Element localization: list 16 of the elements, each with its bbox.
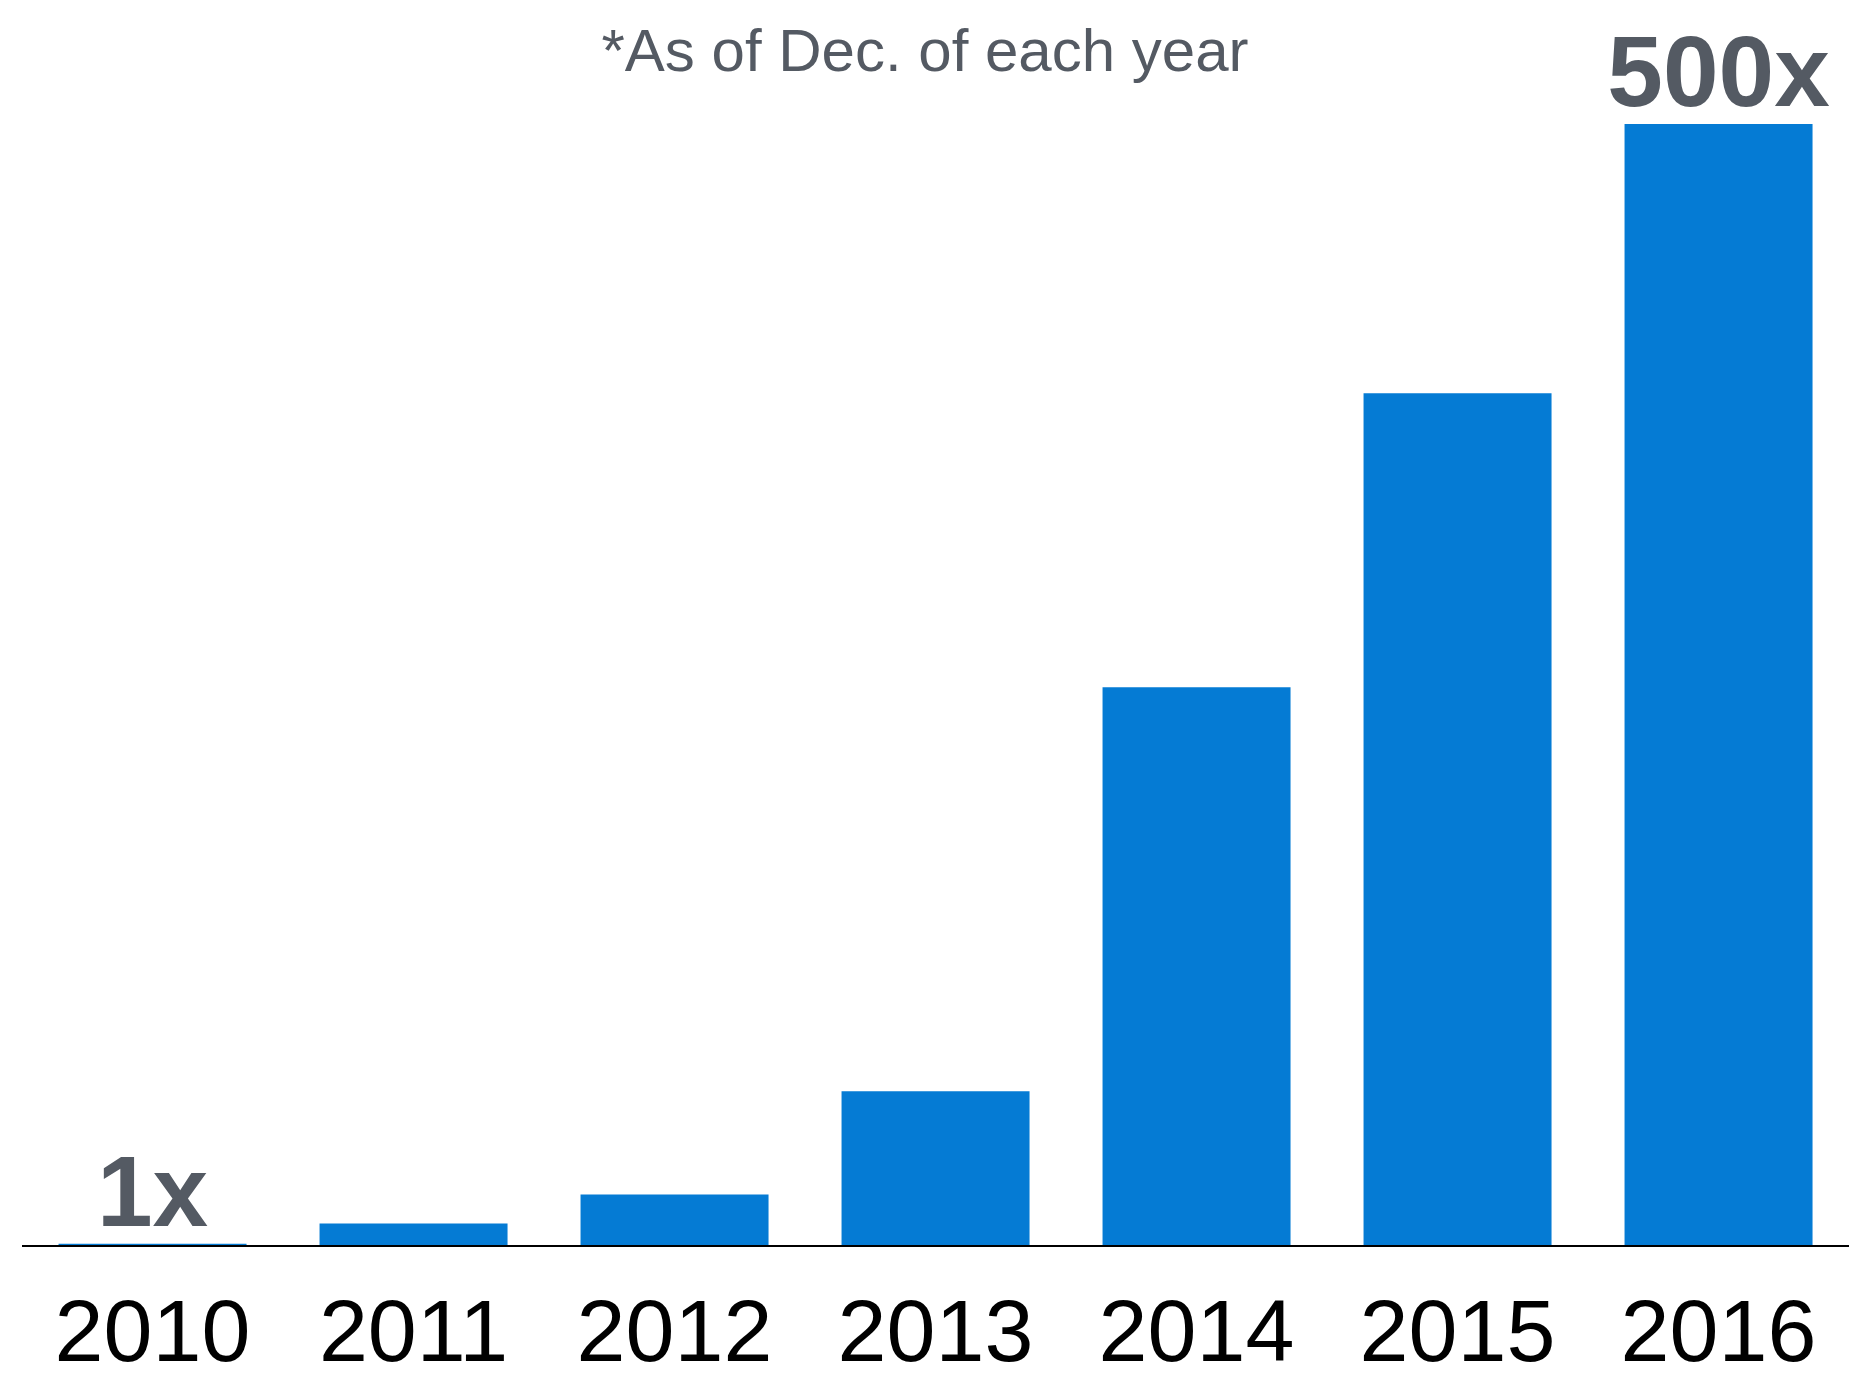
data-label: 1x [96, 1134, 209, 1247]
bar [1363, 393, 1552, 1246]
x-tick-label: 2010 [54, 1281, 251, 1375]
bar [1624, 124, 1813, 1246]
bar [1102, 687, 1291, 1246]
bar [319, 1223, 508, 1246]
x-tick-label: 2016 [1620, 1281, 1817, 1375]
data-label: 500x [1607, 15, 1830, 127]
bar [841, 1091, 1030, 1246]
bar [580, 1194, 769, 1246]
x-tick-label: 2011 [318, 1281, 509, 1375]
x-tick-label: 2014 [1098, 1281, 1295, 1375]
x-tick-label: 2012 [576, 1281, 773, 1375]
text: *As of Dec. of each year [601, 17, 1249, 84]
x-tick-label: 2013 [837, 1281, 1034, 1375]
x-tick-label: 2015 [1359, 1281, 1556, 1375]
